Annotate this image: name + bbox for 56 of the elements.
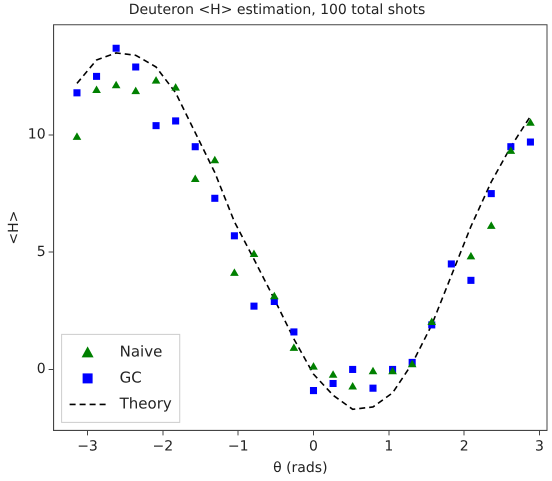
point bbox=[526, 118, 535, 126]
point bbox=[290, 328, 298, 336]
point bbox=[488, 190, 495, 198]
x-tick-label: 3 bbox=[535, 438, 544, 454]
point bbox=[250, 302, 258, 310]
point bbox=[466, 252, 476, 260]
chart-title: Deuteron <H> estimation, 100 total shots bbox=[128, 2, 426, 18]
point bbox=[210, 156, 220, 164]
x-tick-label: 1 bbox=[384, 438, 394, 454]
point bbox=[448, 260, 455, 268]
point bbox=[172, 117, 180, 124]
y-axis-title: <H> bbox=[6, 210, 22, 245]
point bbox=[330, 380, 337, 388]
point bbox=[92, 85, 101, 93]
point bbox=[349, 366, 356, 373]
point bbox=[467, 276, 474, 284]
point bbox=[369, 384, 377, 392]
point bbox=[73, 89, 80, 96]
x-tick-label: −1 bbox=[228, 438, 248, 454]
x-tick-label: 0 bbox=[309, 438, 318, 454]
point bbox=[290, 343, 298, 351]
point bbox=[230, 268, 239, 276]
x-axis-title: θ (rads) bbox=[273, 460, 328, 476]
legend-label: GC bbox=[120, 368, 142, 386]
point bbox=[152, 76, 160, 84]
y-tick-label: 0 bbox=[36, 361, 46, 378]
x-tick-label: −2 bbox=[152, 438, 174, 454]
point bbox=[309, 362, 318, 370]
legend-label: Theory bbox=[118, 394, 172, 412]
legend-label: Naive bbox=[120, 342, 162, 360]
point bbox=[112, 44, 120, 52]
point bbox=[427, 318, 436, 326]
point bbox=[486, 221, 496, 229]
x-tick-label: 2 bbox=[460, 438, 469, 454]
point bbox=[526, 138, 534, 146]
point bbox=[72, 132, 82, 140]
point bbox=[230, 232, 238, 240]
point bbox=[211, 194, 218, 202]
y-tick-label: 10 bbox=[28, 126, 46, 143]
x-tick-label: −3 bbox=[77, 438, 98, 454]
point bbox=[152, 122, 160, 130]
y-tick-label: 5 bbox=[36, 244, 46, 260]
point bbox=[328, 370, 338, 378]
point bbox=[310, 387, 318, 394]
point bbox=[250, 250, 258, 258]
point bbox=[131, 86, 140, 94]
point bbox=[171, 83, 180, 91]
point bbox=[132, 63, 140, 71]
point bbox=[368, 366, 378, 374]
point bbox=[192, 143, 199, 150]
point bbox=[348, 382, 357, 390]
point bbox=[93, 72, 100, 80]
point bbox=[506, 146, 516, 154]
point bbox=[270, 292, 279, 300]
point bbox=[112, 80, 120, 88]
point bbox=[190, 174, 200, 182]
